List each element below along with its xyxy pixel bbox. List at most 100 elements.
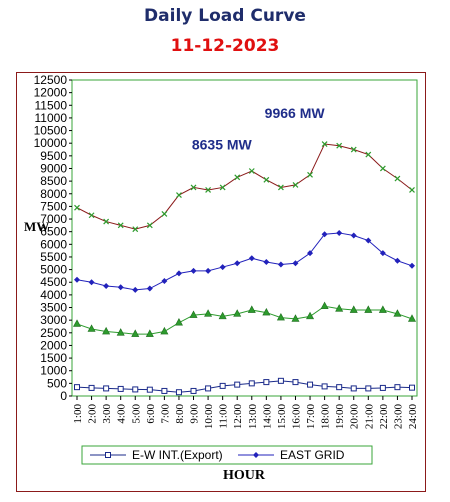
data-point	[393, 309, 402, 317]
data-point	[263, 379, 270, 386]
y-tick-label: 3000	[40, 313, 67, 327]
data-point	[146, 285, 153, 292]
data-point	[307, 250, 314, 257]
data-point	[336, 384, 343, 391]
data-point	[350, 385, 357, 392]
x-tick-label: 15:00	[276, 404, 288, 430]
x-tick-label: 23:00	[392, 404, 404, 430]
data-point	[262, 307, 271, 316]
data-point	[88, 212, 95, 219]
data-point	[321, 141, 328, 147]
data-point	[116, 328, 125, 336]
data-point	[117, 385, 124, 392]
peak-annotation: 8635 MW	[192, 137, 253, 153]
x-axis-label: HOUR	[223, 468, 266, 483]
data-point	[74, 204, 80, 211]
x-tick-label: 7:00	[159, 404, 171, 424]
x-tick-label: 4:00	[116, 404, 128, 424]
data-point	[321, 383, 328, 390]
x-tick-label: 24:00	[407, 404, 419, 430]
data-point	[131, 329, 140, 337]
x-tick-label: 11:00	[218, 404, 230, 429]
data-point	[190, 387, 197, 394]
y-tick-label: 4500	[40, 275, 67, 289]
data-point	[132, 386, 139, 393]
data-point	[277, 184, 284, 191]
data-point	[365, 385, 372, 392]
data-point	[117, 222, 124, 229]
data-point	[292, 181, 299, 188]
x-tick-label: 1:00	[72, 404, 84, 424]
y-tick-label: 5500	[40, 250, 67, 264]
data-point	[234, 381, 241, 388]
x-tick-label: 22:00	[378, 404, 390, 430]
x-tick-label: 10:00	[203, 404, 215, 430]
data-point	[175, 270, 182, 277]
chart-frame	[16, 72, 426, 492]
y-tick-label: 12500	[34, 73, 68, 87]
y-tick-label: 7500	[40, 199, 67, 213]
data-point	[248, 380, 255, 387]
data-point	[335, 304, 344, 312]
data-point	[219, 382, 226, 389]
data-point	[291, 314, 300, 322]
x-tick-label: 21:00	[363, 404, 375, 430]
y-tick-label: 9000	[40, 161, 67, 175]
data-point	[379, 165, 386, 172]
data-point	[176, 192, 182, 198]
data-point	[132, 286, 139, 293]
data-point	[379, 384, 386, 391]
data-point	[117, 284, 124, 291]
y-tick-label: 7000	[40, 212, 67, 226]
data-point	[102, 326, 111, 335]
data-point	[205, 267, 212, 274]
data-point	[253, 452, 259, 458]
data-point	[336, 229, 343, 236]
data-point	[190, 184, 197, 191]
y-tick-label: 2500	[40, 326, 67, 340]
data-point	[350, 232, 357, 239]
y-tick-label: 500	[47, 376, 67, 390]
data-point	[248, 255, 255, 262]
y-tick-label: 11000	[35, 111, 68, 125]
data-point	[409, 187, 415, 193]
data-point	[205, 385, 212, 392]
y-tick-label: 8000	[40, 187, 67, 201]
data-point	[394, 257, 401, 264]
data-point	[307, 171, 313, 178]
x-tick-label: 14:00	[261, 404, 273, 430]
data-point	[263, 176, 270, 183]
data-point	[103, 283, 110, 290]
series-line	[76, 143, 413, 230]
data-point	[409, 262, 415, 269]
chart-title: Daily Load Curve	[144, 6, 306, 26]
y-tick-label: 4000	[40, 288, 67, 302]
data-point	[219, 184, 226, 191]
y-tick-label: 1000	[40, 364, 67, 378]
y-tick-label: 10000	[34, 136, 68, 150]
data-point	[234, 260, 241, 267]
data-point	[336, 142, 343, 149]
x-tick-label: 18:00	[320, 404, 332, 430]
legend-label: E-W INT.(Export)	[132, 448, 223, 462]
x-tick-label: 20:00	[349, 404, 361, 430]
y-tick-label: 9500	[40, 149, 67, 163]
data-point	[394, 384, 401, 391]
data-point	[74, 384, 80, 391]
data-point	[103, 218, 110, 225]
x-tick-label: 17:00	[305, 404, 317, 430]
data-point	[105, 452, 111, 458]
data-point	[161, 211, 168, 217]
peak-annotation: 9966 MW	[265, 105, 326, 121]
data-point	[320, 301, 329, 310]
x-tick-label: 19:00	[334, 404, 346, 430]
data-point	[364, 305, 373, 313]
x-tick-label: 13:00	[247, 404, 259, 430]
data-point	[146, 222, 153, 229]
chart-date: 11-12-2023	[170, 36, 280, 56]
data-point	[219, 264, 226, 271]
data-point	[378, 305, 387, 313]
y-tick-label: 3500	[40, 301, 67, 315]
y-tick-label: 0	[60, 389, 67, 403]
